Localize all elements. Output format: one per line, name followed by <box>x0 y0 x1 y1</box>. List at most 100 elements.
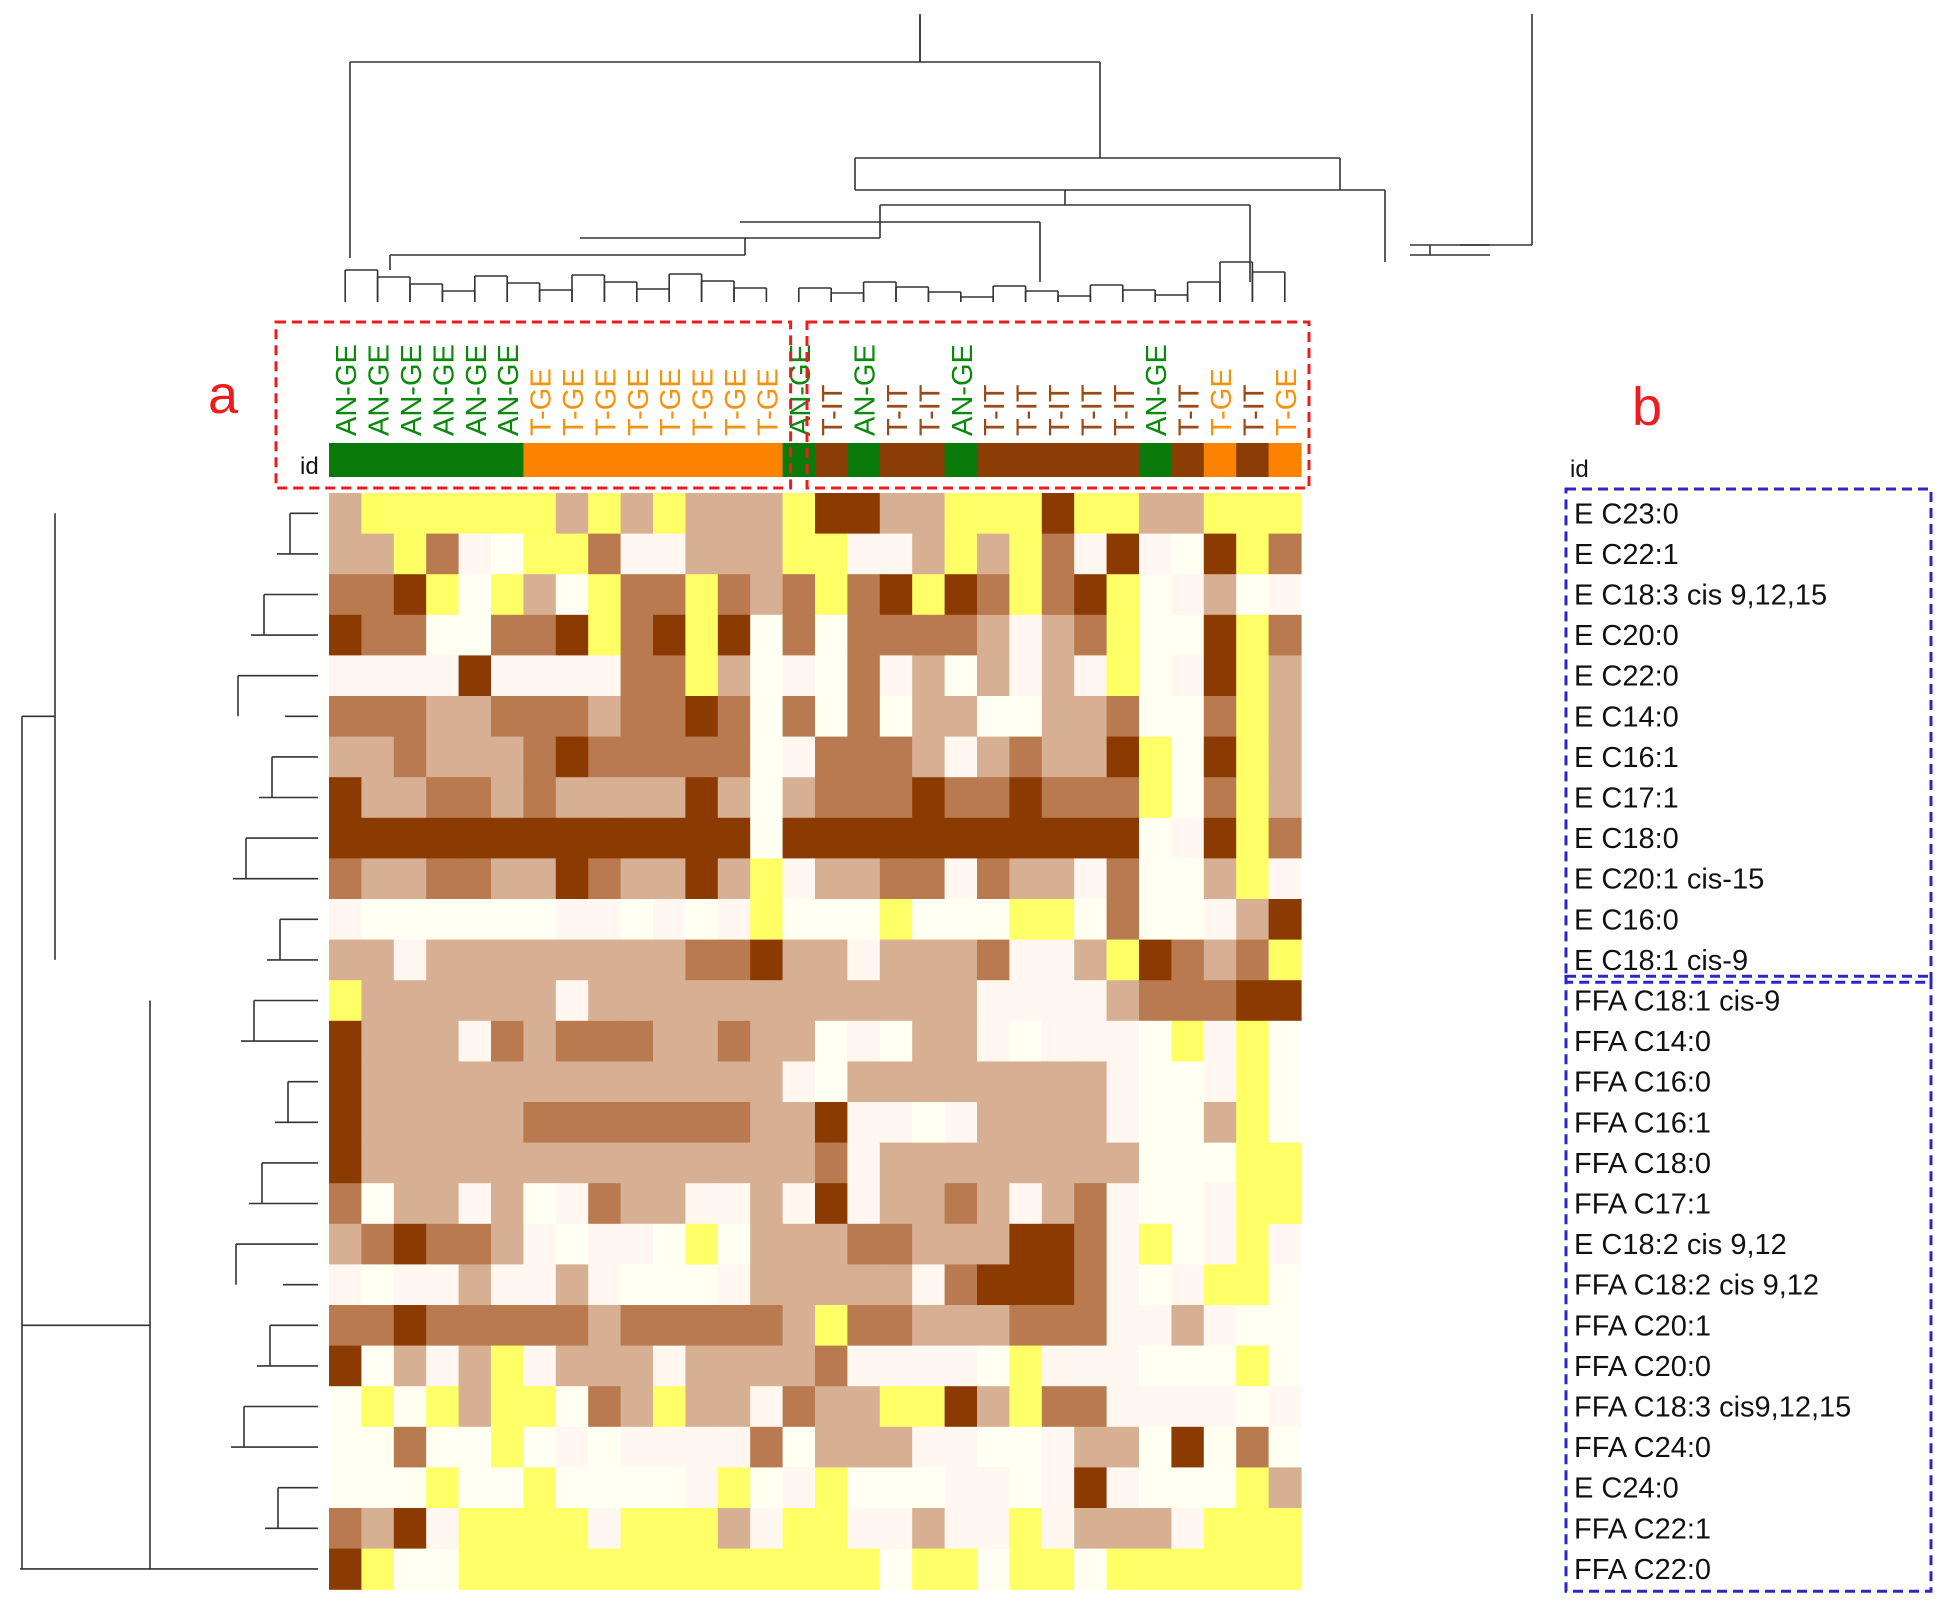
panel-label-a: a <box>208 365 239 425</box>
heatmap-cell <box>1074 939 1108 981</box>
heatmap-cell <box>393 858 427 900</box>
heatmap-cell <box>491 1223 524 1265</box>
heatmap-cell <box>1236 939 1270 981</box>
heatmap-cell <box>1268 1508 1302 1550</box>
heatmap-cell <box>426 1305 460 1347</box>
heatmap-cell <box>750 696 784 738</box>
heatmap-cell <box>815 777 848 819</box>
heatmap-cell <box>523 1264 557 1306</box>
heatmap-cell <box>685 1183 719 1225</box>
heatmap-cell <box>717 817 751 859</box>
heatmap-cell <box>491 1020 524 1062</box>
heatmap-cell <box>912 899 946 941</box>
heatmap-cell <box>815 1061 848 1103</box>
heatmap-cell <box>523 1548 557 1590</box>
heatmap-cell <box>1203 1223 1237 1265</box>
heatmap-cell <box>847 980 881 1022</box>
heatmap-cell <box>458 1020 492 1062</box>
heatmap-cell <box>1139 1508 1172 1550</box>
heatmap-cell <box>815 1142 848 1184</box>
heatmap-cell <box>361 533 395 575</box>
heatmap-cell <box>1268 1467 1302 1509</box>
heatmap-cell <box>1009 1548 1043 1590</box>
heatmap-cell <box>555 493 589 535</box>
row-label: FFA C20:0 <box>1574 1351 1711 1383</box>
heatmap-cell <box>685 533 719 575</box>
heatmap-cell <box>1203 980 1237 1022</box>
heatmap-cell <box>523 777 557 819</box>
heatmap-cell <box>1236 736 1270 778</box>
id-bar-cell <box>847 443 881 477</box>
heatmap-cell <box>717 574 751 616</box>
heatmap-cell <box>1268 777 1302 819</box>
heatmap-cell <box>1041 1061 1075 1103</box>
heatmap-cell <box>588 1264 622 1306</box>
column-label: AN-GE <box>850 344 882 436</box>
heatmap-cell <box>847 655 881 697</box>
id-bar-cell <box>1203 443 1237 477</box>
heatmap-cell <box>1139 1548 1172 1590</box>
heatmap-cell <box>1041 655 1075 697</box>
heatmap-cell <box>912 939 946 981</box>
heatmap-cell <box>782 1386 816 1428</box>
heatmap-cell <box>393 1508 427 1550</box>
heatmap-cell <box>653 614 686 656</box>
heatmap-cell <box>1009 777 1043 819</box>
column-label: T-IT <box>1109 384 1141 436</box>
heatmap-cell <box>1074 736 1108 778</box>
heatmap-cell <box>1236 1345 1270 1387</box>
heatmap-cell <box>653 1467 686 1509</box>
heatmap-cell <box>653 899 686 941</box>
heatmap-cell <box>588 980 622 1022</box>
heatmap-cell <box>912 1102 946 1144</box>
heatmap-cell <box>685 614 719 656</box>
heatmap-cell <box>1041 614 1075 656</box>
heatmap-cell <box>1074 1223 1108 1265</box>
heatmap-cell <box>1203 1426 1237 1468</box>
heatmap-cell <box>361 1223 395 1265</box>
heatmap-cell <box>1074 1264 1108 1306</box>
id-bar-cell <box>944 443 978 477</box>
heatmap-cell <box>815 655 848 697</box>
heatmap-cell <box>782 655 816 697</box>
heatmap-cell <box>361 1548 395 1590</box>
heatmap-cell <box>1268 736 1302 778</box>
heatmap-cell <box>491 1426 524 1468</box>
column-label: T-GE <box>655 368 687 436</box>
heatmap-cell <box>491 1142 524 1184</box>
heatmap-cell <box>393 1061 427 1103</box>
heatmap-cell <box>1074 1305 1108 1347</box>
id-bar-cell <box>879 443 913 477</box>
heatmap-cell <box>1106 1386 1140 1428</box>
heatmap-cell <box>458 1102 492 1144</box>
id-bar-cell <box>1106 443 1140 477</box>
heatmap-cell <box>1106 817 1140 859</box>
heatmap-cell <box>944 939 978 981</box>
heatmap-cell <box>685 574 719 616</box>
heatmap-cell <box>717 696 751 738</box>
column-label: T-IT <box>914 384 946 436</box>
heatmap-cell <box>555 1508 589 1550</box>
heatmap-cell <box>523 493 557 535</box>
heatmap-cell <box>879 1142 913 1184</box>
heatmap-cell <box>750 1142 784 1184</box>
heatmap-cell <box>1268 1061 1302 1103</box>
heatmap-cell <box>620 1386 654 1428</box>
heatmap-cell <box>1106 1305 1140 1347</box>
row-label: E C18:0 <box>1574 823 1679 855</box>
heatmap-cell <box>458 817 492 859</box>
heatmap-cell <box>1041 533 1075 575</box>
row-label: E C14:0 <box>1574 701 1679 733</box>
heatmap-cell <box>329 1386 362 1428</box>
row-label: FFA C18:1 cis-9 <box>1574 986 1780 1018</box>
heatmap-cell <box>879 655 913 697</box>
heatmap-cell <box>555 1345 589 1387</box>
heatmap-cell <box>750 777 784 819</box>
heatmap-cell <box>329 1102 362 1144</box>
heatmap-cell <box>1041 1508 1075 1550</box>
heatmap-cell <box>1203 1305 1237 1347</box>
heatmap-cell <box>588 1020 622 1062</box>
heatmap-cell <box>588 1142 622 1184</box>
heatmap-cell <box>1236 1020 1270 1062</box>
heatmap-cell <box>815 858 848 900</box>
